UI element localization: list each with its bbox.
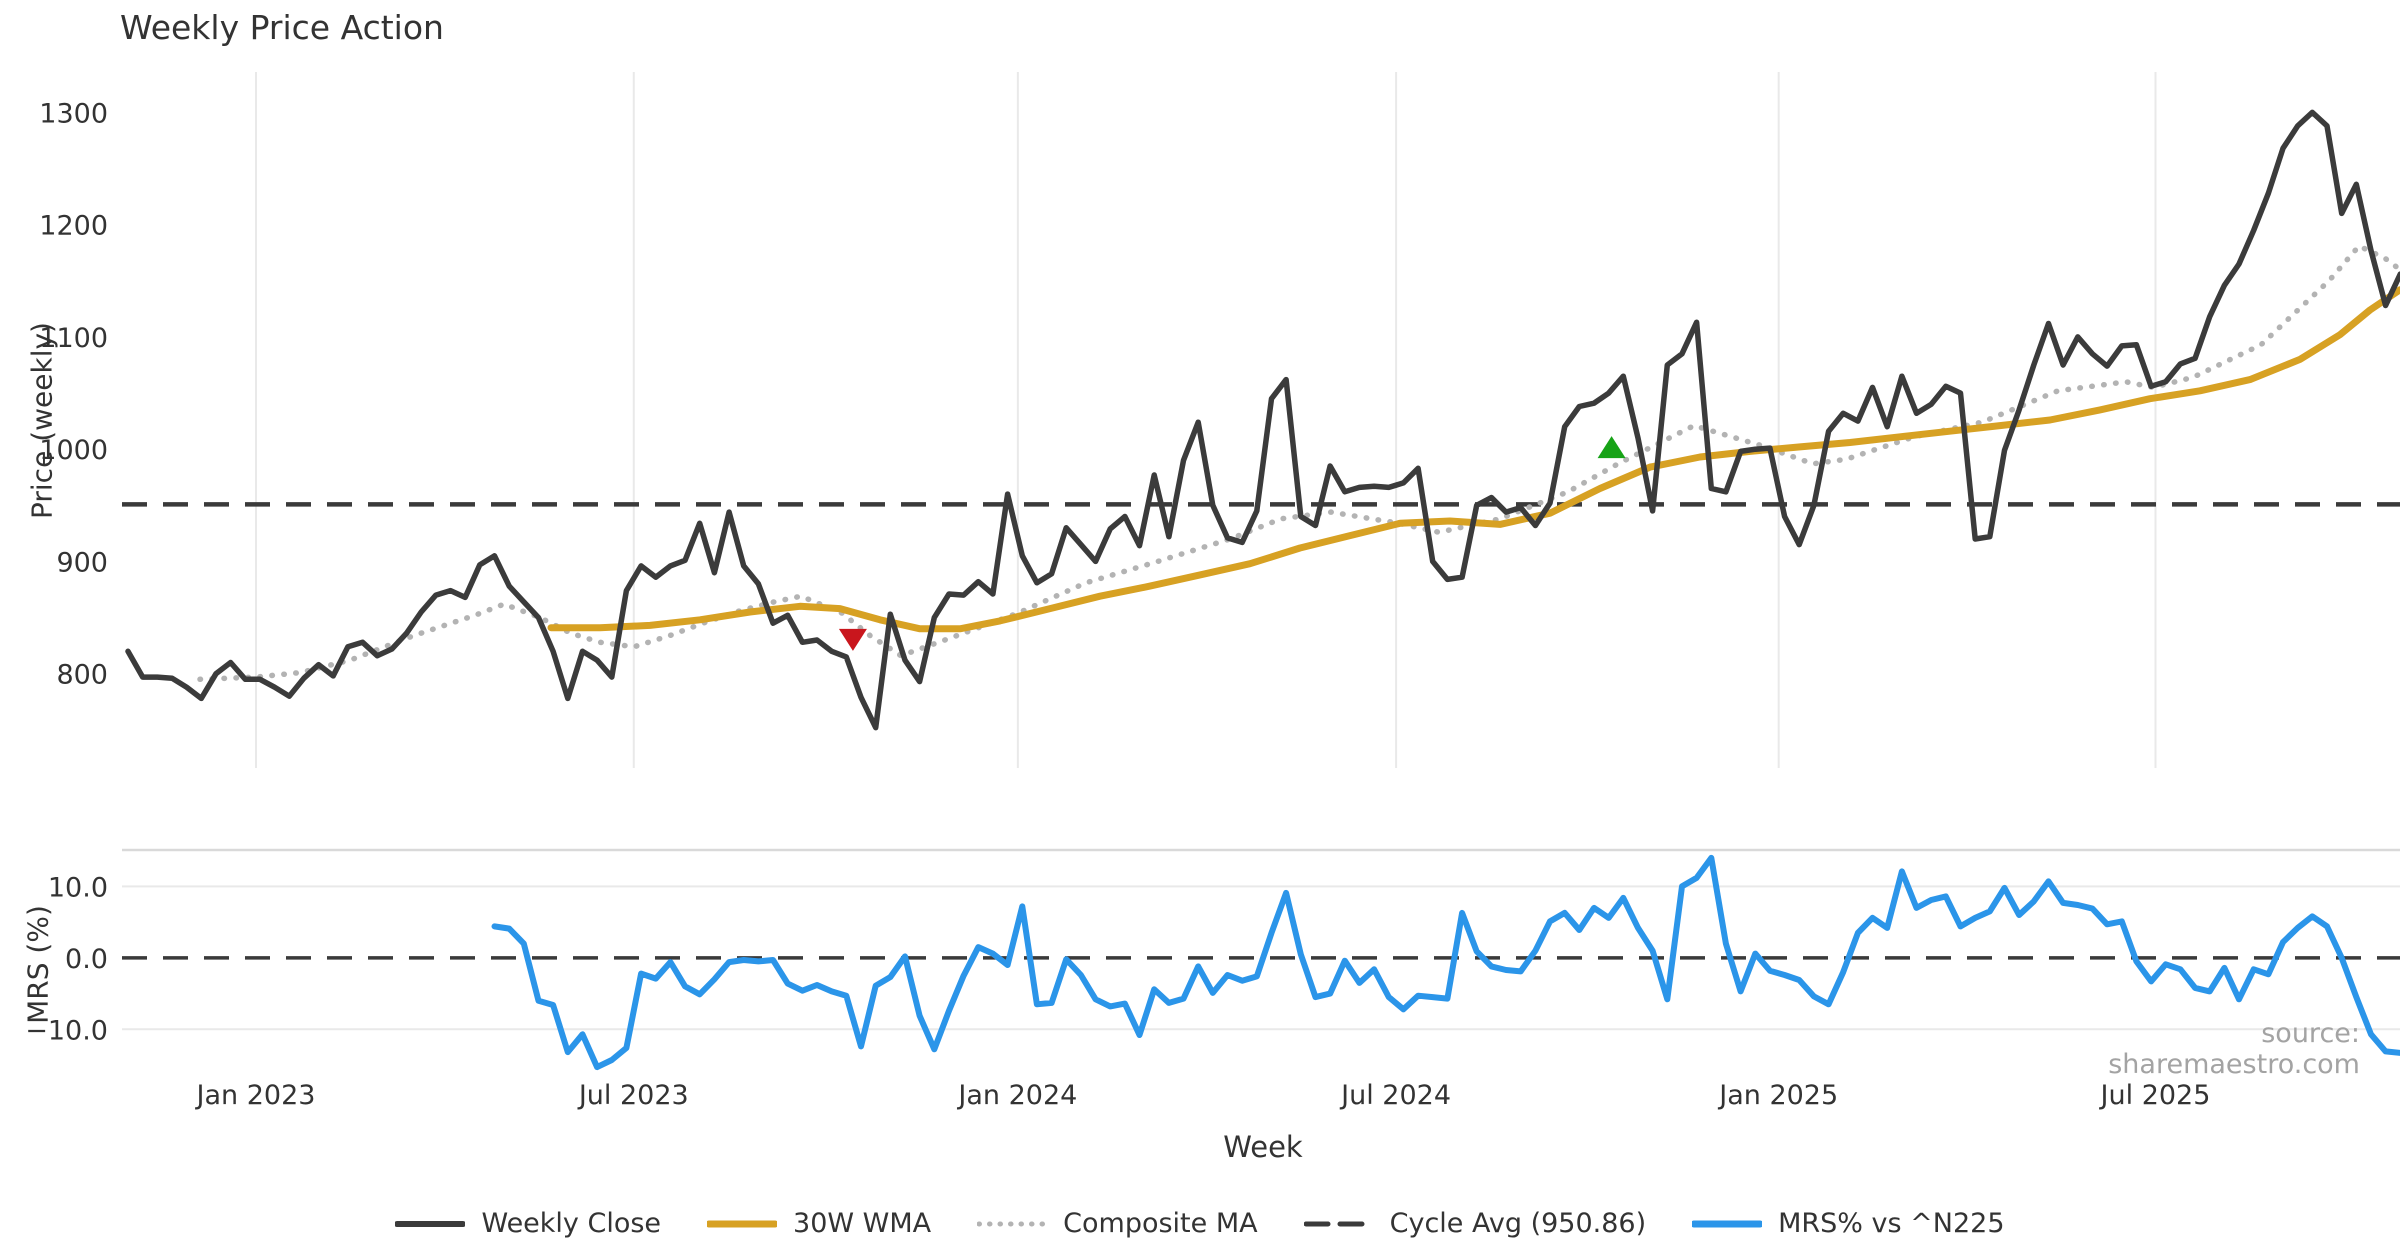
x-axis-label: Week: [1223, 1130, 1303, 1164]
chart-legend: Weekly Close 30W WMA Composite MA Cycle …: [0, 1208, 2400, 1239]
legend-item-mrs: MRS% vs ^N225: [1692, 1208, 2005, 1239]
legend-item-weekly-close: Weekly Close: [395, 1208, 661, 1239]
mrs-line: [491, 854, 2400, 1071]
main-y-tick-label: 1200: [39, 211, 108, 242]
x-tick-label: Jan 2024: [956, 1080, 1077, 1111]
x-tick-label: Jul 2025: [2099, 1080, 2211, 1111]
cycle-avg-line-swatch-icon: [1303, 1218, 1374, 1230]
legend-item-cycle-avg: Cycle Avg (950.86): [1303, 1208, 1647, 1239]
sell-marker-icon: [838, 628, 867, 651]
legend-label: 30W WMA: [793, 1208, 932, 1239]
source-attribution: source: sharemaestro.com: [2108, 1018, 2360, 1080]
main-y-axis-label: Price (weekly): [25, 322, 59, 519]
composite-ma-line: [197, 243, 2400, 683]
legend-label: Composite MA: [1063, 1208, 1258, 1239]
legend-label: Cycle Avg (950.86): [1389, 1208, 1647, 1239]
wma-line: [547, 286, 2400, 633]
legend-label: Weekly Close: [481, 1208, 662, 1239]
x-tick-label: Jul 2023: [577, 1080, 689, 1111]
main-y-tick-label: 1300: [39, 98, 108, 129]
mrs-y-tick-label: 0.0: [65, 944, 108, 975]
main-y-tick-label: 900: [56, 547, 108, 578]
chart-title: Weekly Price Action: [120, 8, 444, 47]
weekly-close-line: [125, 109, 2400, 731]
mrs-y-tick-label: 10.0: [48, 872, 108, 903]
main-y-tick-label: 1100: [39, 323, 108, 354]
legend-item-wma: 30W WMA: [707, 1208, 931, 1239]
main-y-tick-label: 1000: [39, 435, 108, 466]
composite-ma-line-swatch-icon: [977, 1218, 1048, 1230]
x-tick-label: Jul 2024: [1339, 1080, 1451, 1111]
legend-item-composite-ma: Composite MA: [977, 1208, 1258, 1239]
x-tick-label: Jan 2023: [195, 1080, 316, 1111]
mrs-y-tick-label: −10.0: [25, 1015, 108, 1046]
legend-label: MRS% vs ^N225: [1778, 1208, 2005, 1239]
x-tick-label: Jan 2025: [1717, 1080, 1838, 1111]
buy-marker-icon: [1597, 436, 1626, 459]
main-y-tick-label: 800: [56, 660, 108, 691]
weekly-close-line-swatch-icon: [395, 1218, 466, 1230]
mrs-y-axis-label: MRS (%): [21, 905, 55, 1024]
wma-line-swatch-icon: [707, 1218, 778, 1230]
mrs-line-swatch-icon: [1692, 1218, 1763, 1230]
